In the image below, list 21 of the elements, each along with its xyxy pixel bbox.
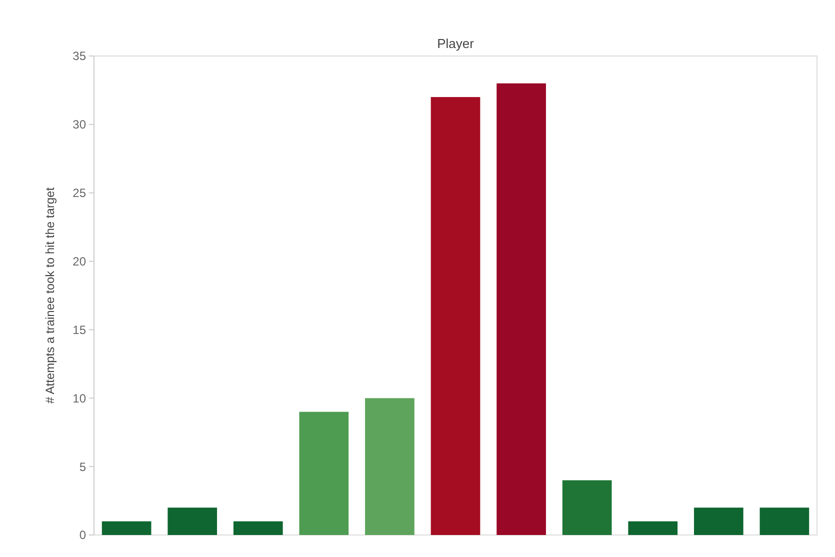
y-axis-title: # Attempts a trainee took to hit the target [43,186,57,404]
bar [365,398,414,535]
y-tick-label: 30 [72,118,86,132]
bar [102,521,152,535]
y-tick-label: 20 [72,254,86,268]
y-tick-label: 5 [79,460,86,474]
bar [562,480,612,535]
y-tick-label: 10 [72,391,86,406]
bar [430,97,480,535]
bar [233,521,283,535]
bar [694,508,744,535]
chart-title: Player [437,36,475,51]
bar [168,508,218,535]
y-tick-label: 0 [79,528,86,542]
bar [628,521,678,535]
bar [496,83,546,535]
y-tick-label: 35 [72,49,86,64]
bar [299,412,349,535]
bar [760,508,810,535]
y-tick-label: 25 [72,186,86,200]
y-tick-label: 15 [72,322,86,337]
